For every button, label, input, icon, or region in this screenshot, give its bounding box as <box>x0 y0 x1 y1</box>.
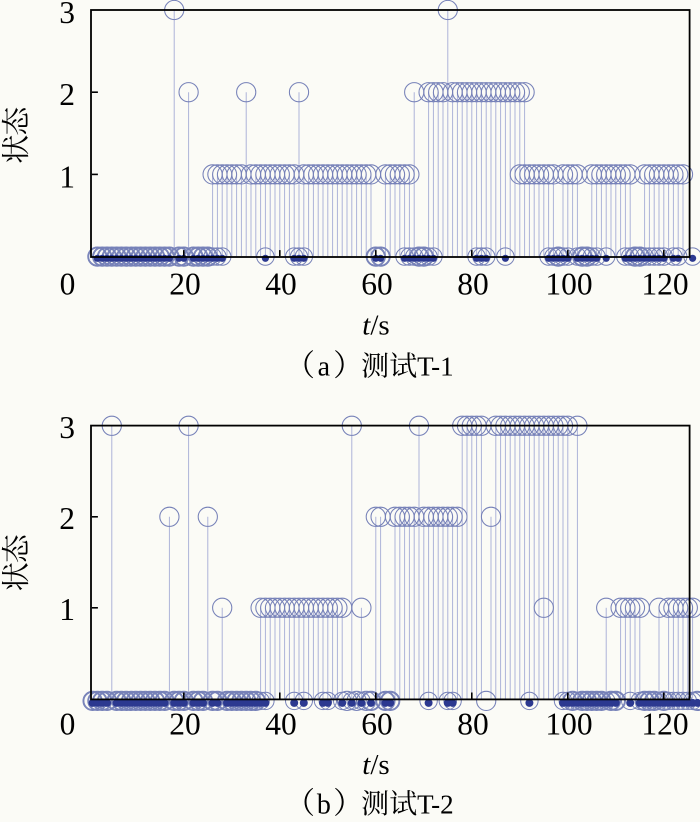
svg-text:40: 40 <box>265 267 297 302</box>
svg-text:60: 60 <box>361 707 393 742</box>
svg-text:a: a <box>318 352 331 383</box>
svg-text:100: 100 <box>545 707 592 742</box>
svg-text:0: 0 <box>60 267 76 302</box>
svg-text:3: 3 <box>59 410 75 445</box>
svg-text:2: 2 <box>59 77 75 112</box>
svg-text:T-1: T-1 <box>417 352 454 382</box>
svg-text:20: 20 <box>169 707 201 742</box>
svg-text:3: 3 <box>59 0 75 30</box>
svg-text:60: 60 <box>361 267 393 302</box>
svg-text:b: b <box>317 789 331 820</box>
svg-text:40: 40 <box>265 707 297 742</box>
svg-text:20: 20 <box>169 267 201 302</box>
svg-text:100: 100 <box>545 267 592 302</box>
svg-text:0: 0 <box>60 707 76 742</box>
svg-text:120: 120 <box>641 267 688 302</box>
svg-text:80: 80 <box>457 267 489 302</box>
svg-text:1: 1 <box>59 159 75 194</box>
svg-text:t/s: t/s <box>362 749 389 781</box>
svg-text:t/s: t/s <box>362 309 389 341</box>
svg-text:120: 120 <box>641 707 688 742</box>
svg-text:T-2: T-2 <box>417 789 454 819</box>
svg-text:1: 1 <box>59 592 75 627</box>
svg-text:80: 80 <box>457 707 489 742</box>
svg-text:2: 2 <box>59 501 75 536</box>
